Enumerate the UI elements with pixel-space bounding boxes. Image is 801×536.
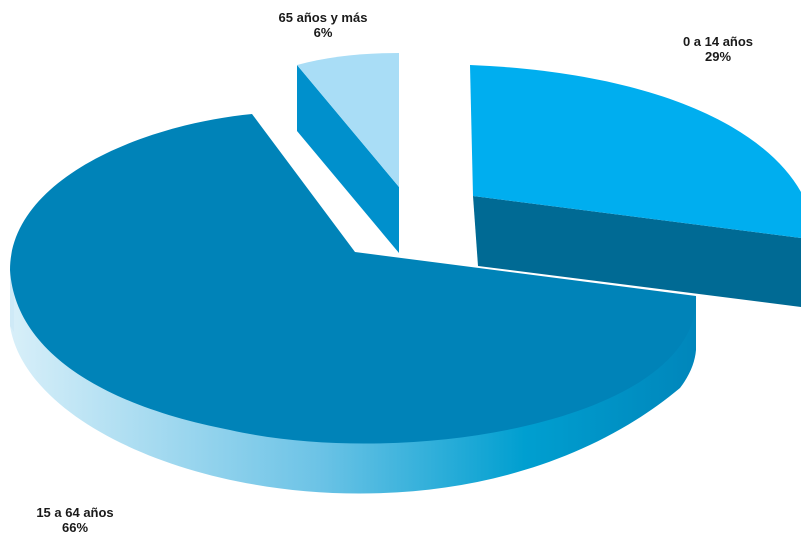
label-0-a-14-value: 29% (704, 49, 732, 64)
slice-65-y-mas (297, 53, 399, 253)
slice-0-a-14-top (470, 65, 801, 238)
label-65-y-mas-name: 65 años y más (278, 10, 368, 25)
slice-15-a-64 (10, 114, 697, 494)
label-15-a-64-name: 15 a 64 años (36, 505, 114, 520)
label-15-a-64-value: 66% (61, 520, 89, 535)
label-0-a-14-name: 0 a 14 años (682, 34, 754, 49)
slice-15-a-64-top (10, 114, 697, 444)
slice-65-y-mas-top (297, 53, 399, 187)
label-65-y-mas-value: 6% (313, 25, 333, 40)
slice-65-y-mas-side (297, 65, 399, 253)
label-0-a-14: 0 a 14 años 29% (658, 34, 778, 64)
slice-15-a-64-side (10, 270, 696, 494)
slice-0-a-14 (470, 65, 801, 307)
slice-0-a-14-side (473, 196, 801, 307)
label-65-y-mas: 65 años y más 6% (258, 10, 388, 40)
label-15-a-64: 15 a 64 años 66% (20, 505, 130, 535)
